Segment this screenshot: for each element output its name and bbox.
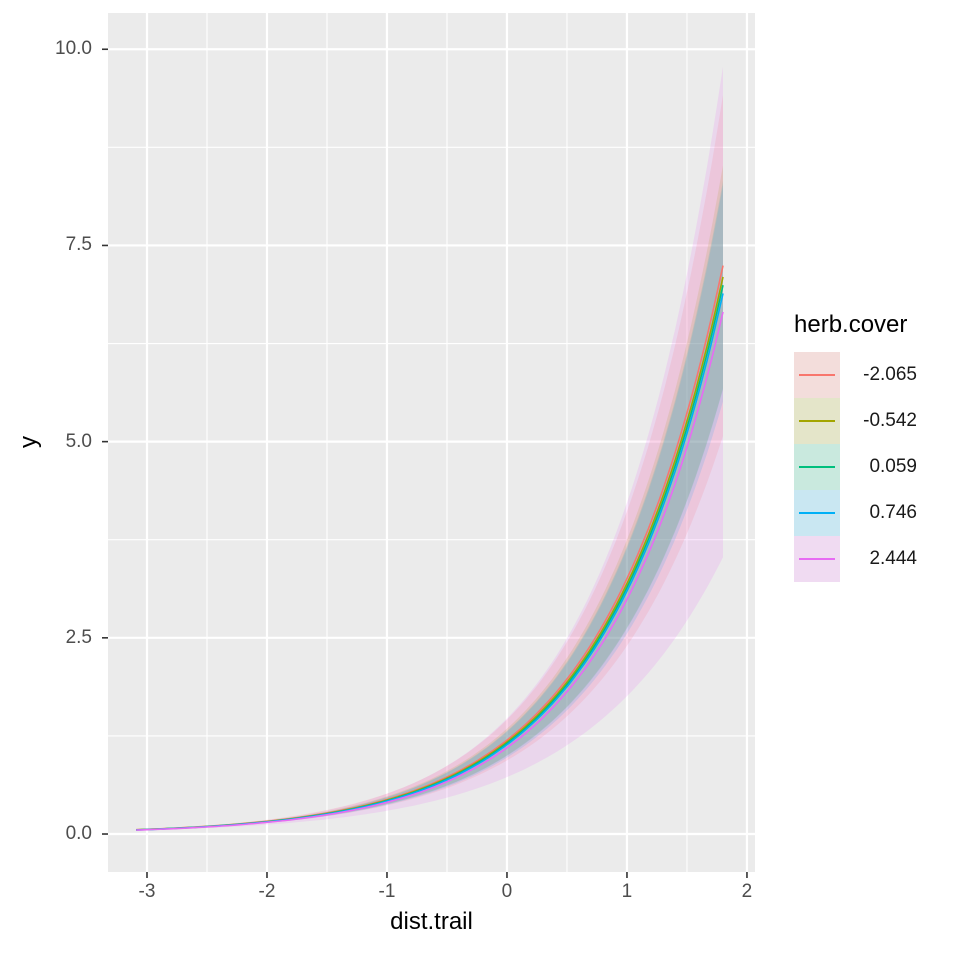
legend-entry: 0.746	[794, 490, 917, 536]
legend-key-swatch	[794, 398, 840, 444]
legend-entry: -2.065	[794, 352, 917, 398]
legend-label: -0.542	[863, 410, 917, 431]
legend-key-swatch	[794, 536, 840, 582]
line-2.444	[136, 311, 724, 831]
legend-title: herb.cover	[794, 311, 908, 338]
legend-entry: -0.542	[794, 398, 917, 444]
x-axis-title: dist.trail	[390, 908, 473, 935]
legend-entry: 2.444	[794, 536, 917, 582]
legend-key-line	[799, 558, 835, 560]
x-tick-label: 0	[501, 881, 513, 902]
legend-key-swatch	[794, 490, 840, 536]
x-tick-label: -3	[138, 881, 156, 902]
x-tick-label: 1	[621, 881, 633, 902]
legend-label: 0.059	[869, 456, 917, 477]
ribbon-2.444	[136, 66, 723, 831]
y-tick-label: 2.5	[65, 626, 92, 648]
legend-label: 0.746	[869, 502, 917, 523]
legend-entry: 0.059	[794, 444, 917, 490]
legend-key-line	[799, 512, 835, 514]
x-tick-label: -2	[258, 881, 276, 902]
legend-key-line	[799, 420, 835, 422]
legend-key-line	[799, 374, 835, 376]
legend-label: 2.444	[869, 548, 917, 569]
y-tick-label: 7.5	[65, 234, 92, 256]
x-tick-label: -1	[378, 881, 396, 902]
ribbon--0.542	[136, 165, 723, 830]
legend-key-line	[799, 466, 835, 468]
legend-key-swatch	[794, 352, 840, 398]
legend-key-swatch	[794, 444, 840, 490]
legend: herb.cover -2.065 -0.542 0.059 0.746 2.444	[794, 311, 917, 582]
ribbon--2.065	[136, 95, 723, 831]
legend-label: -2.065	[863, 364, 917, 385]
legend-entries: -2.065 -0.542 0.059 0.746 2.444	[794, 352, 917, 582]
y-axis-title: y	[15, 436, 42, 448]
x-tick-label: 2	[741, 881, 753, 902]
y-tick-label: 10.0	[55, 38, 92, 60]
y-tick-label: 5.0	[65, 430, 92, 452]
y-tick-label: 0.0	[65, 823, 92, 845]
